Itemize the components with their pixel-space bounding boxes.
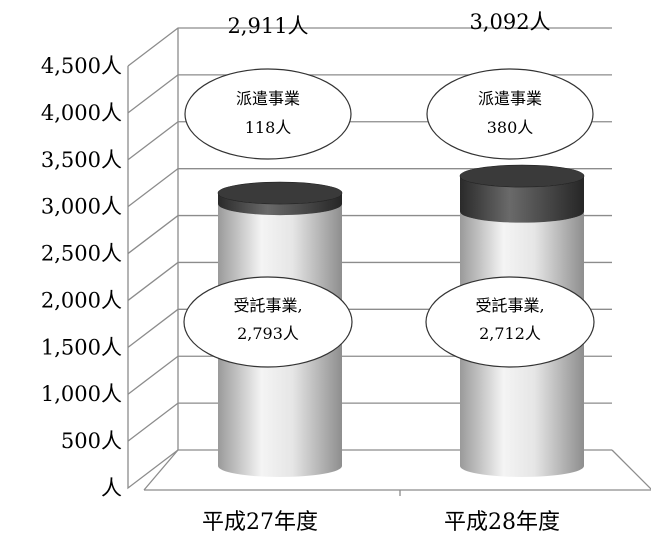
y-tick-label: 1,000人 [41,382,122,406]
value-label: 380人 [487,118,534,137]
left-wall-edge [127,66,179,490]
y-tick-label: 2,000人 [41,288,122,312]
haken-data-label: 派遣事業 118人 [184,68,352,160]
series-label: 派遣事業 [478,89,542,108]
y-tick-label: 人 [101,476,122,500]
y-tick-label: 500人 [61,429,122,453]
series-label: 派遣事業 [236,89,300,108]
bar-top-cap [217,181,343,205]
x-category-label: 平成27年度 [202,510,318,535]
y-axis-tick-labels: 人 500人 1,000人 1,500人 2,000人 2,500人 3,000人 3,500… [41,54,122,500]
jutaku-data-label: 受託事業, 2,793人 [183,276,353,368]
y-tick-label: 4,000人 [41,101,122,125]
total-label: 2,911人 [227,14,308,38]
y-tick-label: 4,500人 [41,54,122,78]
haken-data-label: 派遣事業 380人 [426,68,594,160]
floor-left-edge [143,449,179,491]
y-tick-label: 3,500人 [41,148,122,172]
series-label: 受託事業, [475,296,544,315]
value-label: 118人 [245,118,292,137]
total-label: 3,092人 [469,10,550,34]
x-category-label: 平成28年度 [444,510,560,535]
y-tick-label: 2,500人 [41,242,122,266]
y-tick-label: 1,500人 [41,335,122,359]
y-tick-label: 3,000人 [41,195,122,219]
bar-segment-haken [460,176,584,223]
jutaku-data-label: 受託事業, 2,712人 [425,276,595,368]
floor-right-edge [611,449,651,490]
value-label: 2,712人 [479,324,541,343]
x-axis-category-labels: 平成27年度 平成28年度 [202,510,560,535]
bar-top-cap [459,164,585,188]
series-label: 受託事業, [233,296,302,315]
value-label: 2,793人 [237,324,299,343]
